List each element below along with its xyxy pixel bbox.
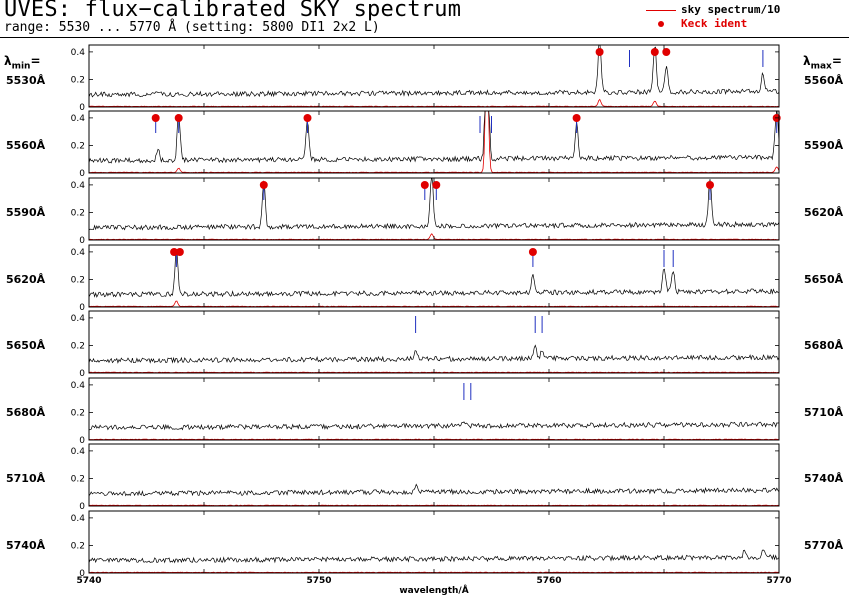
y-tick-label: 0.4 <box>71 248 86 258</box>
lambda-min-heading: λmin= <box>4 54 41 71</box>
lambda-max-label: 5740Å <box>804 472 844 485</box>
legend-label-keck: Keck ident <box>681 17 748 30</box>
y-tick-label: 0.2 <box>71 541 85 551</box>
lambda-max-label: 5770Å <box>804 539 844 552</box>
equals-sign: = <box>30 54 41 68</box>
lambda-max-label: 5710Å <box>804 406 844 419</box>
lambda-max-label: 5590Å <box>804 139 844 152</box>
panel-frame <box>88 310 780 374</box>
keck-ident-marker <box>650 48 659 56</box>
y-tick-label: 0.4 <box>71 381 86 391</box>
keck-ident-marker <box>170 248 179 256</box>
page-subtitle: range: 5530 ... 5770 Å (setting: 5800 DI… <box>4 20 380 35</box>
y-tick-label: 0.2 <box>71 75 85 85</box>
keck-ident-marker <box>175 248 184 256</box>
x-tick-label: 5760 <box>536 576 561 586</box>
equals-sign: = <box>831 54 842 68</box>
lambda-max-heading: λmax= <box>803 54 842 71</box>
y-tick-label: 0.4 <box>71 514 86 524</box>
legend-dot-swatch <box>658 21 664 27</box>
x-tick-label: 5750 <box>306 576 331 586</box>
panel-frame <box>88 244 780 308</box>
y-tick-label: 0.4 <box>71 181 86 191</box>
lambda-min-label: 5650Å <box>6 339 46 352</box>
y-tick-label: 0 <box>79 236 85 246</box>
y-tick-label: 0 <box>79 103 85 113</box>
y-tick-label: 0.4 <box>71 314 86 324</box>
lambda-min-subscript: min <box>11 61 31 72</box>
legend-label-sky: sky spectrum/10 <box>681 3 781 16</box>
y-tick-label: 0.4 <box>71 447 86 457</box>
panel-frame <box>88 510 780 574</box>
y-tick-label: 0.2 <box>71 474 85 484</box>
sky-spectrum-line <box>89 111 779 173</box>
keck-ident-marker <box>595 48 604 56</box>
flux-spectrum-line <box>89 45 779 98</box>
flux-spectrum-line <box>89 421 779 431</box>
y-tick-label: 0 <box>79 502 85 512</box>
y-tick-label: 0.4 <box>71 48 86 58</box>
lambda-min-label: 5740Å <box>6 539 46 552</box>
keck-ident-marker <box>528 248 537 256</box>
flux-spectrum-line <box>89 549 779 564</box>
y-tick-label: 0.2 <box>71 341 85 351</box>
y-tick-label: 0 <box>79 369 85 379</box>
lambda-max-label: 5650Å <box>804 273 844 286</box>
keck-ident-marker <box>174 114 183 122</box>
lambda-min-label: 5620Å <box>6 273 46 286</box>
keck-ident-marker <box>572 114 581 122</box>
lambda-min-label: 5590Å <box>6 206 46 219</box>
flux-spectrum-line <box>89 178 779 231</box>
y-tick-label: 0.2 <box>71 208 85 218</box>
legend-line-swatch <box>646 10 676 11</box>
keck-ident-marker <box>303 114 312 122</box>
lambda-max-label: 5680Å <box>804 339 844 352</box>
keck-ident-marker <box>151 114 160 122</box>
lambda-max-label: 5560Å <box>804 74 844 87</box>
flux-spectrum-line <box>89 111 779 164</box>
x-tick-label: 5770 <box>766 576 791 586</box>
y-tick-label: 0.2 <box>71 275 85 285</box>
keck-ident-marker <box>259 181 268 189</box>
lambda-min-label: 5560Å <box>6 139 46 152</box>
y-tick-label: 0.2 <box>71 141 85 151</box>
x-tick-label: 5740 <box>76 576 101 586</box>
panel-frame <box>88 110 780 174</box>
keck-ident-marker <box>432 181 441 189</box>
lambda-min-label: 5530Å <box>6 74 46 87</box>
panel-frame <box>88 377 780 441</box>
x-axis-label: wavelength/Å <box>399 585 468 596</box>
y-tick-label: 0 <box>79 303 85 313</box>
lambda-min-label: 5710Å <box>6 472 46 485</box>
flux-spectrum-line <box>89 250 779 298</box>
panel-frame <box>88 443 780 507</box>
lambda-max-label: 5620Å <box>804 206 844 219</box>
y-tick-label: 0.4 <box>71 114 86 124</box>
y-tick-label: 0 <box>79 169 85 179</box>
y-tick-label: 0 <box>79 569 85 579</box>
keck-ident-marker <box>662 48 671 56</box>
y-tick-label: 0.2 <box>71 408 85 418</box>
keck-ident-marker <box>706 181 714 189</box>
panel-frame <box>88 44 780 108</box>
flux-spectrum-line <box>89 344 779 364</box>
y-tick-label: 0 <box>79 436 85 446</box>
lambda-symbol: λ <box>4 54 12 68</box>
lambda-min-label: 5680Å <box>6 406 46 419</box>
lambda-max-subscript: max <box>810 61 832 72</box>
flux-spectrum-line <box>89 483 779 497</box>
title-divider <box>0 37 849 38</box>
lambda-symbol: λ <box>803 54 811 68</box>
keck-ident-marker <box>420 181 429 189</box>
page-title: UVES: flux−calibrated SKY spectrum <box>4 0 462 22</box>
